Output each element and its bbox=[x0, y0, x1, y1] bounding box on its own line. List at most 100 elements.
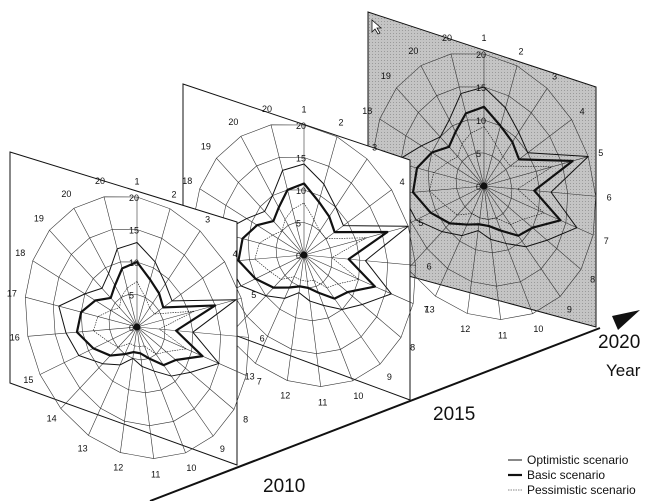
grid-spoke bbox=[303, 254, 416, 266]
ring-label: 20 bbox=[129, 193, 139, 203]
axis-label: 9 bbox=[220, 444, 225, 454]
grid-spoke bbox=[303, 254, 353, 381]
year-label-2015: 2015 bbox=[433, 404, 475, 425]
panel-plane-2010 bbox=[9, 151, 238, 466]
series-basic-2020 bbox=[411, 105, 574, 237]
axis-label: 6 bbox=[260, 334, 265, 344]
axis-label: 7 bbox=[604, 236, 609, 246]
series-pessimistic-2010 bbox=[93, 281, 195, 355]
axis-label: 18 bbox=[15, 248, 25, 258]
axis-label: 4 bbox=[400, 177, 405, 187]
ring-label: 20 bbox=[476, 50, 486, 60]
center-point bbox=[300, 251, 308, 259]
grid-ring bbox=[192, 124, 416, 387]
grid-spoke bbox=[136, 326, 154, 459]
grid-spoke bbox=[467, 185, 485, 314]
grid-spoke bbox=[287, 254, 305, 381]
grid-spoke bbox=[136, 261, 225, 328]
series-pessimistic-2020 bbox=[429, 126, 553, 225]
axis-label: 1 bbox=[481, 33, 486, 43]
axis-label: 4 bbox=[580, 106, 585, 116]
ring-label: 15 bbox=[296, 154, 306, 164]
axis-label: 12 bbox=[280, 391, 290, 401]
axis-label: 20 bbox=[408, 46, 418, 56]
grid-spoke bbox=[136, 230, 201, 328]
series-basic-2010 bbox=[75, 260, 217, 367]
ring-label: 0 bbox=[476, 182, 481, 192]
ring-label: 10 bbox=[476, 116, 486, 126]
grid-spoke bbox=[136, 297, 242, 328]
axis-label: 13 bbox=[425, 304, 435, 314]
grid-spoke bbox=[216, 157, 305, 256]
ring-label: 5 bbox=[129, 291, 134, 301]
grid-ring bbox=[455, 152, 513, 220]
grid-spoke bbox=[483, 185, 501, 320]
radar-panels: 0510152012345678910111213141516171819202… bbox=[7, 11, 612, 479]
ring-label: 0 bbox=[129, 323, 134, 333]
legend: Optimistic scenario Basic scenario Pessi… bbox=[508, 453, 636, 497]
axis-label: 13 bbox=[245, 371, 255, 381]
year-label-2020: 2020 bbox=[598, 332, 640, 353]
center-point bbox=[480, 182, 488, 190]
grid-spoke bbox=[27, 326, 138, 337]
time-axis-line bbox=[149, 327, 601, 501]
axis-label: 19 bbox=[34, 214, 44, 224]
axis-label: 16 bbox=[10, 332, 20, 342]
grid-ring bbox=[108, 294, 166, 361]
grid-spoke bbox=[303, 254, 402, 338]
grid-spoke bbox=[483, 185, 594, 236]
axis-label: 20 bbox=[262, 104, 272, 114]
axis-label: 8 bbox=[243, 414, 248, 424]
grid-spoke bbox=[303, 225, 409, 256]
grid-spoke bbox=[136, 326, 186, 453]
grid-spoke bbox=[73, 208, 138, 328]
grid-spoke bbox=[303, 254, 321, 387]
axis-label: 3 bbox=[372, 142, 377, 152]
grid-spoke bbox=[483, 185, 561, 297]
axis-label: 2 bbox=[171, 190, 176, 200]
axis-label: 13 bbox=[78, 443, 88, 453]
legend-label-pessimistic: Pessimistic scenario bbox=[527, 483, 636, 497]
year-label-2010: 2010 bbox=[263, 476, 305, 497]
axis-label: 20 bbox=[442, 33, 452, 43]
grid-spoke bbox=[136, 208, 171, 328]
grid-spoke bbox=[483, 185, 533, 314]
axis-title-year: Year bbox=[606, 361, 641, 380]
axis-label: 19 bbox=[201, 142, 211, 152]
grid-spoke bbox=[303, 189, 392, 256]
axis-label: 12 bbox=[113, 463, 123, 473]
axis-label: 18 bbox=[362, 106, 372, 116]
grid-spoke bbox=[407, 185, 485, 270]
grid-ring bbox=[219, 157, 389, 354]
axis-label: 1 bbox=[301, 104, 306, 114]
axis-label: 11 bbox=[318, 397, 327, 407]
grid-spoke bbox=[136, 326, 214, 437]
axis-label: 5 bbox=[251, 290, 256, 300]
axis-label: 2 bbox=[338, 118, 343, 128]
series-optimistic-2010 bbox=[58, 242, 237, 377]
grid-spoke bbox=[255, 254, 305, 364]
axis-label: 20 bbox=[228, 117, 238, 127]
ring-label: 20 bbox=[296, 121, 306, 131]
grid-spoke bbox=[303, 136, 338, 256]
panel-2020: 0510152012345678910111213141516171819202… bbox=[354, 11, 612, 341]
ring-label: 15 bbox=[129, 226, 139, 236]
grid-spoke bbox=[136, 326, 235, 410]
axis-label: 8 bbox=[410, 342, 415, 352]
axis-label: 10 bbox=[353, 391, 363, 401]
grid-spoke bbox=[60, 326, 138, 409]
grid-ring bbox=[427, 119, 541, 254]
axis-label: 7 bbox=[424, 304, 429, 314]
axis-label: 19 bbox=[381, 71, 391, 81]
grid-ring bbox=[399, 86, 569, 287]
grid-spoke bbox=[199, 188, 305, 256]
axis-label: 5 bbox=[418, 218, 423, 228]
axis-label: 5 bbox=[598, 148, 603, 158]
axis-label: 3 bbox=[552, 72, 557, 82]
axis-label: 20 bbox=[61, 189, 71, 199]
grid-spoke bbox=[420, 65, 485, 187]
grid-spoke bbox=[88, 326, 138, 436]
grid-spoke bbox=[483, 185, 596, 197]
axis-label: 20 bbox=[95, 176, 105, 186]
